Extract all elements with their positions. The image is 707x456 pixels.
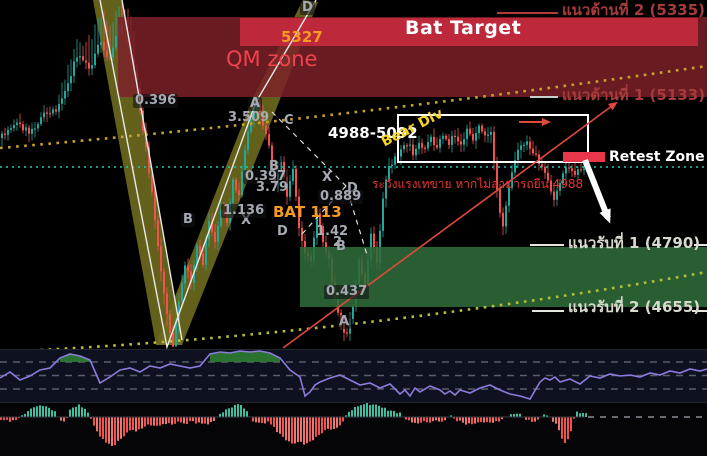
oscillator-panel[interactable] (0, 350, 707, 402)
warning-thai: ระวังแรงเทขาย หากไม่สามารถยืน 4988 (372, 177, 584, 191)
pattern-point-label: X (322, 170, 333, 185)
pattern-point-label: A (337, 314, 352, 329)
panel-divider (0, 349, 707, 350)
histogram-panel[interactable] (0, 403, 707, 456)
support-1-label: แนวรับที่ 1 (4790) (568, 234, 701, 252)
pattern-point-label: C (284, 113, 294, 128)
pattern-point-label: 0.437 (324, 284, 370, 299)
price-chart-panel[interactable]: Bat Target QM zone 5327 แนวต้านที่ 2 (5335)… (0, 0, 707, 349)
pattern-point-label: 2 (333, 235, 343, 250)
panel-divider (0, 402, 707, 403)
pattern-point-label: D (300, 0, 315, 15)
pattern-point-label: 0.397 (243, 169, 289, 184)
pattern-point-label: 1.136 (221, 203, 267, 218)
lower-dotted-trendline (34, 270, 707, 349)
upper-dotted-trendline (0, 64, 707, 150)
bat-target-band (240, 18, 698, 46)
pattern-point-label: 3.509 (228, 110, 270, 125)
bat-pattern-label: BAT 113 (273, 203, 342, 221)
resistance-1-label: แนวต้านที่ 1 (5133) (562, 86, 705, 104)
overbought-fill (210, 351, 280, 362)
retest-zone-label: Retest Zone (609, 149, 705, 165)
price-range-label: 4988-5092 (328, 124, 418, 142)
level-5327: 5327 (281, 28, 323, 46)
pattern-point-label: D (347, 181, 358, 196)
oscillator-line (0, 350, 707, 400)
pattern-point-label: 1.42 (316, 224, 349, 239)
pattern-point-label: 0.889 (318, 189, 364, 204)
histogram-chart (0, 403, 707, 446)
pattern-point-label: B (336, 239, 346, 254)
bat-target-label: Bat Target (405, 17, 522, 39)
pattern-point-label: 3.79 (256, 180, 289, 195)
oscillator-chart (0, 350, 707, 400)
pattern-point-label: X (241, 213, 252, 228)
consolidation-box (397, 114, 589, 163)
support-2-label: แนวรับที่ 2 (4655) (568, 298, 701, 316)
retest-zone-box (563, 152, 605, 162)
qm-zone-label: QM zone (226, 47, 318, 71)
rising-trendline (282, 101, 618, 349)
pattern-point-label: 0.396 (133, 93, 179, 108)
pattern-point-label: D (277, 224, 288, 239)
down-projection-arrow (582, 158, 611, 224)
resistance-2-label: แนวต้านที่ 2 (5335) (562, 1, 705, 19)
pattern-lines (99, 0, 317, 349)
overbought-fill (60, 354, 90, 362)
pattern-point-label: B (181, 212, 195, 227)
histogram-bars (0, 403, 587, 446)
level-ticks (497, 12, 707, 312)
pattern-point-label: A (248, 96, 263, 111)
